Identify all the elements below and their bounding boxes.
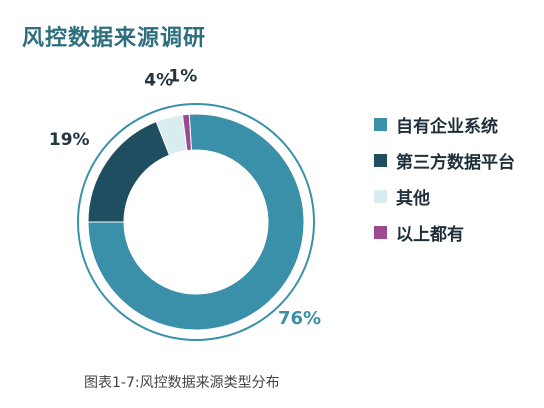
- legend-item: 第三方数据平台: [374, 142, 515, 178]
- legend-label: 自有企业系统: [396, 116, 498, 137]
- legend-item: 其他: [374, 178, 515, 214]
- donut-slice: [87, 120, 171, 223]
- figure-caption: 图表1-7:风控数据来源类型分布: [84, 375, 280, 391]
- outer-ring-circle: [77, 103, 315, 341]
- legend-label: 第三方数据平台: [396, 152, 515, 173]
- slice-percent-label: 19%: [49, 130, 90, 150]
- legend-item: 自有企业系统: [374, 106, 515, 142]
- slice-percent-label: 76%: [278, 308, 321, 329]
- page-title: 风控数据来源调研: [22, 26, 207, 51]
- donut-slice: [181, 113, 193, 152]
- chart-legend: 自有企业系统 第三方数据平台 其他以上都有: [374, 106, 515, 250]
- slice-percent-label: 1%: [168, 67, 197, 87]
- legend-swatch: [374, 153, 387, 167]
- legend-label: 其他: [396, 188, 430, 209]
- slice-percent-label: 4%: [144, 70, 173, 90]
- outer-ring: [77, 103, 315, 341]
- legend-swatch: [374, 117, 387, 131]
- legend-label: 以上都有: [396, 224, 464, 245]
- data-labels: 76% 19% 4%1%: [49, 67, 321, 330]
- legend-item: 以上都有: [374, 214, 515, 250]
- donut-slices: [87, 113, 305, 331]
- legend-swatch: [374, 189, 387, 203]
- legend-swatch: [374, 225, 387, 239]
- donut-slice: [87, 113, 305, 331]
